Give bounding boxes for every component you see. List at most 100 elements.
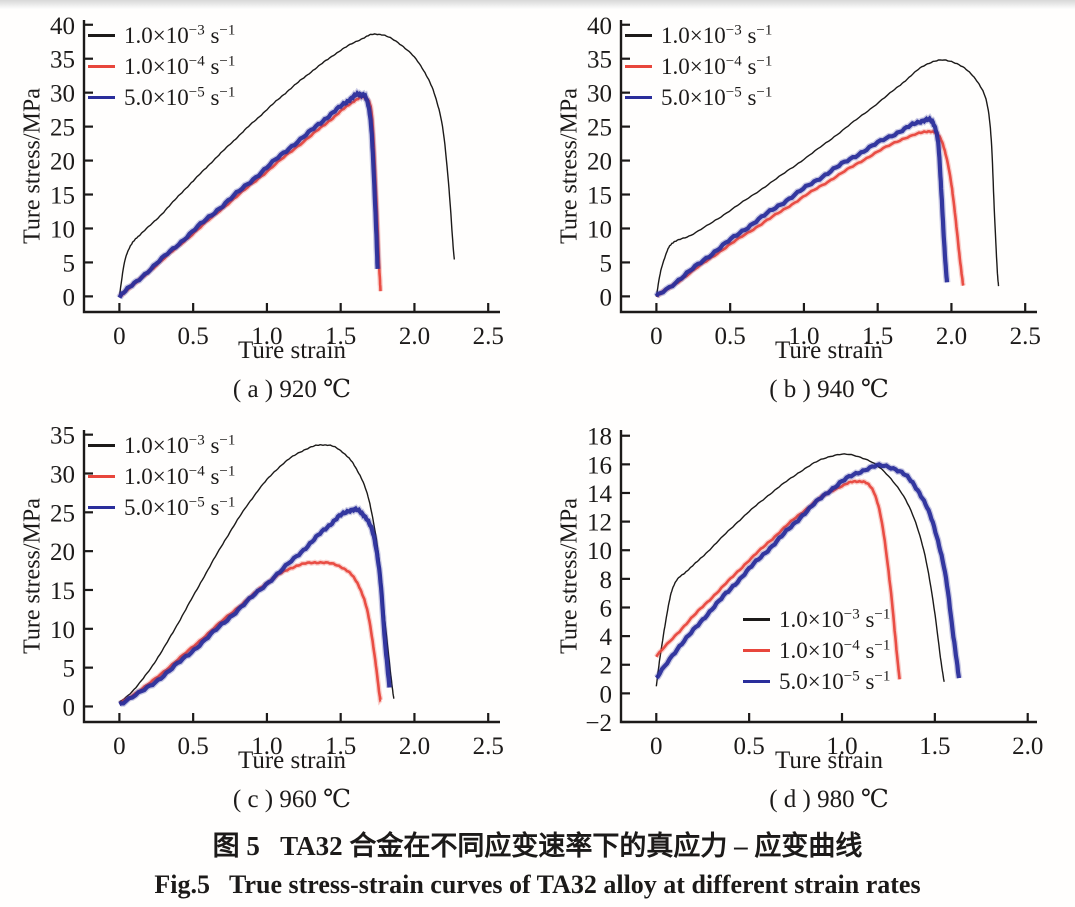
x-axis-label-c: Ture strain xyxy=(237,747,347,774)
tick-labels: 0 5 10 15 20 25 30 35 40 0 0.5 1.0 1.5 2.0 2.5 xyxy=(587,13,1041,350)
svg-text:30: 30 xyxy=(50,81,75,108)
series-halo-blue xyxy=(653,113,951,299)
legend-label: 5.0×10−5 s−1 xyxy=(661,84,773,110)
series-line-blue xyxy=(654,115,950,298)
figure-caption-zh: 图 5 TA32 合金在不同应变速率下的真应力 – 应变曲线 xyxy=(212,831,863,861)
legend-label: 1.0×10−3 s−1 xyxy=(779,606,891,632)
subplot-caption-b: ( b ) 940 ℃ xyxy=(769,376,889,403)
legend-line-blue xyxy=(88,96,115,99)
svg-text:5: 5 xyxy=(63,656,76,683)
y-axis-label-d: Ture stress/MPa xyxy=(556,498,583,654)
svg-text:25: 25 xyxy=(50,115,75,142)
svg-text:1.5: 1.5 xyxy=(325,733,356,760)
legend-label: 1.0×10−3 s−1 xyxy=(661,22,773,48)
svg-text:0: 0 xyxy=(63,284,76,311)
legend-entry: 1.0×10−4 s−1 xyxy=(625,53,773,79)
plot-canvas-b: 0 5 10 15 20 25 30 35 40 0 0.5 1.0 1.5 2.0 2.5 xyxy=(587,13,1041,350)
legend-line-blue xyxy=(88,506,115,509)
svg-text:10: 10 xyxy=(50,617,75,644)
svg-text:1.0: 1.0 xyxy=(788,323,819,350)
svg-text:8: 8 xyxy=(600,567,613,594)
svg-text:0.5: 0.5 xyxy=(178,733,209,760)
legend-line-red xyxy=(88,475,115,478)
legend-label: 1.0×10−3 s−1 xyxy=(124,22,236,48)
svg-text:35: 35 xyxy=(587,47,612,74)
svg-text:18: 18 xyxy=(587,424,612,451)
svg-text:10: 10 xyxy=(587,216,612,243)
series-line-red xyxy=(119,560,382,705)
subplot-a: 0 5 10 15 20 25 30 35 40 0 0.5 1.0 1.5 2.0 2.5 Ture st… xyxy=(0,0,537,410)
legend-entry: 1.0×10−4 s−1 xyxy=(88,464,235,488)
svg-text:25: 25 xyxy=(50,500,75,527)
plot-canvas-a: 0 5 10 15 20 25 30 35 40 0 0.5 1.0 1.5 2.0 2.5 xyxy=(50,13,504,350)
svg-text:0: 0 xyxy=(113,323,126,350)
svg-text:2: 2 xyxy=(600,653,613,680)
subplot-d: −2 0 2 4 6 8 10 12 14 16 18 0 0.5 1.0 1.5 2.0 Ture stre… xyxy=(537,410,1075,820)
series-line-black xyxy=(118,33,455,297)
tick-marks xyxy=(84,23,490,312)
svg-text:40: 40 xyxy=(587,13,612,40)
y-axis-label-a: Ture stress/MPa xyxy=(19,88,46,244)
subplot-caption-c: ( c ) 960 ℃ xyxy=(232,786,352,813)
svg-text:12: 12 xyxy=(587,510,612,537)
legend-entry: 5.0×10−5 s−1 xyxy=(88,84,236,110)
svg-text:0: 0 xyxy=(650,323,663,350)
legend-label: 5.0×10−5 s−1 xyxy=(124,494,236,520)
legend-line-black xyxy=(625,34,652,37)
series-line-black xyxy=(655,59,1000,297)
svg-text:40: 40 xyxy=(50,13,75,40)
plot-canvas-c: 0 5 10 15 20 25 30 35 0 0.5 1.0 1.5 2.0 2.5 xyxy=(50,423,504,760)
svg-text:1.0: 1.0 xyxy=(251,323,282,350)
legend-line-red xyxy=(625,65,652,68)
svg-text:20: 20 xyxy=(50,539,75,566)
svg-text:2.0: 2.0 xyxy=(399,733,430,760)
svg-text:35: 35 xyxy=(50,47,75,74)
axes xyxy=(82,20,500,314)
legend-entry: 5.0×10−5 s−1 xyxy=(743,668,891,694)
series-line-red xyxy=(656,129,965,297)
figure-captions: 图 5 TA32 合金在不同应变速率下的真应力 – 应变曲线 Fig.5 Tru… xyxy=(0,824,1075,900)
svg-text:1.0: 1.0 xyxy=(251,733,282,760)
svg-text:15: 15 xyxy=(50,183,75,210)
legend-d: 1.0×10−3 s−1 1.0×10−4 s−1 5.0×10−5 s−1 xyxy=(743,606,891,701)
svg-text:14: 14 xyxy=(587,481,613,508)
legend-label: 1.0×10−4 s−1 xyxy=(661,53,773,79)
legend-entry: 1.0×10−3 s−1 xyxy=(88,22,236,48)
x-axis-label-b: Ture strain xyxy=(774,337,884,364)
series-line-black xyxy=(655,453,945,687)
svg-text:0.5: 0.5 xyxy=(715,323,746,350)
legend-label: 5.0×10−5 s−1 xyxy=(779,668,891,694)
svg-text:0: 0 xyxy=(650,733,663,760)
svg-text:4: 4 xyxy=(600,624,613,651)
y-axis-label-c: Ture stress/MPa xyxy=(19,498,46,654)
svg-text:20: 20 xyxy=(50,149,75,176)
legend-line-red xyxy=(88,65,115,68)
svg-text:5: 5 xyxy=(600,250,613,277)
svg-text:10: 10 xyxy=(50,216,75,243)
svg-text:0: 0 xyxy=(113,733,126,760)
svg-text:0: 0 xyxy=(600,284,613,311)
axes xyxy=(82,430,500,724)
tick-labels: 0 5 10 15 20 25 30 35 0 0.5 1.0 1.5 2.0 2.5 xyxy=(50,423,504,760)
legend-line-black xyxy=(88,34,115,37)
x-axis-label-a: Ture strain xyxy=(237,337,347,364)
legend-a: 1.0×10−3 s−1 1.0×10−4 s−1 5.0×10−5 s−1 xyxy=(88,22,236,117)
legend-label: 5.0×10−5 s−1 xyxy=(124,84,236,110)
tick-marks xyxy=(621,23,1027,312)
y-axis-label-b: Ture stress/MPa xyxy=(556,88,583,244)
legend-entry: 1.0×10−3 s−1 xyxy=(88,433,235,457)
tick-marks xyxy=(84,433,490,722)
subplot-grid: 0 5 10 15 20 25 30 35 40 0 0.5 1.0 1.5 2.0 2.5 Ture st… xyxy=(0,0,1075,820)
series-curves xyxy=(116,33,455,300)
series-line-blue xyxy=(118,505,392,707)
series-halo-red xyxy=(655,128,966,299)
legend-entry: 1.0×10−3 s−1 xyxy=(625,22,773,48)
svg-text:0.5: 0.5 xyxy=(178,323,209,350)
svg-text:2.5: 2.5 xyxy=(473,323,504,350)
tick-marks xyxy=(621,434,1029,724)
legend-line-red xyxy=(743,649,770,652)
series-curves xyxy=(654,453,963,687)
